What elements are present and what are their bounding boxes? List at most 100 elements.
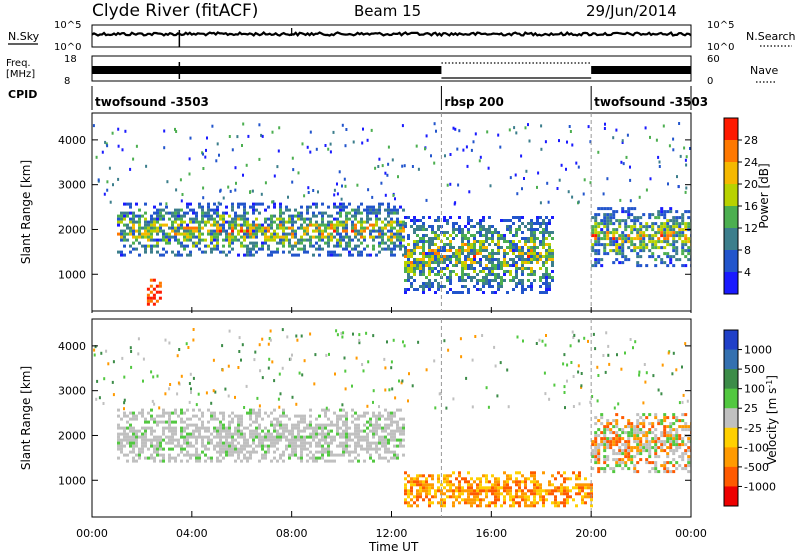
- heatmap-cell: [620, 160, 623, 164]
- heatmap-cell: [327, 253, 330, 257]
- heatmap-cell: [485, 504, 488, 508]
- heatmap-cell: [404, 492, 407, 496]
- heatmap-cell: [446, 489, 449, 493]
- heatmap-cell: [473, 234, 476, 237]
- heatmap-cell: [247, 134, 250, 138]
- heatmap-cell: [294, 253, 297, 257]
- heatmap-cell: [246, 226, 249, 230]
- heatmap-cell: [327, 232, 330, 236]
- heatmap-cell: [253, 358, 256, 362]
- heatmap-cell: [279, 426, 282, 430]
- heatmap-cell: [428, 492, 431, 496]
- heatmap-cell: [378, 447, 381, 451]
- heatmap-cell: [458, 258, 461, 261]
- heatmap-cell: [227, 394, 230, 398]
- heatmap-cell: [476, 282, 479, 285]
- heatmap-cell: [258, 202, 261, 206]
- heatmap-cell: [369, 205, 372, 209]
- heatmap-cell: [339, 253, 342, 257]
- heatmap-cell: [545, 489, 548, 493]
- heatmap-cell: [249, 429, 252, 433]
- heatmap-cell: [518, 480, 521, 484]
- heatmap-cell: [141, 432, 144, 436]
- heatmap-cell: [393, 244, 396, 248]
- heatmap-cell: [261, 241, 264, 245]
- heatmap-cell: [213, 232, 216, 236]
- heatmap-cell: [473, 240, 476, 243]
- heatmap-cell: [243, 435, 246, 439]
- heatmap-cell: [643, 363, 646, 366]
- heatmap-cell: [201, 423, 204, 427]
- colorbar-swatch: [724, 184, 738, 207]
- heatmap-cell: [138, 217, 141, 221]
- heatmap-cell: [437, 216, 440, 219]
- heatmap-cell: [548, 243, 551, 246]
- heatmap-cell: [396, 438, 399, 442]
- heatmap-cell: [165, 202, 168, 206]
- heatmap-cell: [503, 264, 506, 267]
- heatmap-cell: [651, 246, 655, 250]
- heatmap-cell: [648, 428, 652, 432]
- heatmap-cell: [618, 249, 622, 253]
- heatmap-cell: [279, 220, 282, 224]
- heatmap-cell: [554, 477, 557, 481]
- heatmap-cell: [186, 226, 189, 230]
- heatmap-cell: [428, 486, 431, 490]
- heatmap-cell: [363, 423, 366, 427]
- heatmap-cell: [615, 437, 619, 441]
- heatmap-cell: [171, 214, 174, 218]
- heatmap-cell: [171, 220, 174, 224]
- heatmap-cell: [533, 498, 536, 502]
- heatmap-cell: [438, 392, 441, 396]
- heatmap-cell: [527, 279, 530, 282]
- heatmap-cell: [627, 225, 631, 229]
- heatmap-cell: [282, 223, 285, 227]
- heatmap-cell: [497, 261, 500, 264]
- heatmap-cell: [658, 165, 661, 168]
- heatmap-cell: [123, 223, 126, 227]
- heatmap-cell: [144, 229, 147, 233]
- heatmap-cell: [261, 456, 264, 460]
- heatmap-cell: [491, 291, 494, 294]
- colorbar-swatch: [724, 388, 738, 409]
- heatmap-cell: [422, 264, 425, 267]
- heatmap-cell: [338, 170, 341, 174]
- heatmap-cell: [449, 483, 452, 487]
- heatmap-cell: [446, 264, 449, 267]
- heatmap-cell: [636, 261, 640, 265]
- heatmap-cell: [666, 461, 670, 465]
- heatmap-cell: [168, 241, 171, 245]
- heatmap-cell: [146, 293, 150, 297]
- heatmap-cell: [332, 130, 335, 134]
- heatmap-cell: [261, 247, 264, 251]
- heatmap-cell: [318, 229, 321, 233]
- heatmap-cell: [603, 243, 607, 247]
- heatmap-cell: [177, 250, 180, 254]
- heatmap-cell: [545, 252, 548, 255]
- heatmap-cell: [564, 406, 566, 410]
- heatmap-cell: [378, 241, 381, 245]
- heatmap-cell: [594, 347, 597, 351]
- heatmap-cell: [612, 452, 616, 456]
- heatmap-cell: [651, 225, 655, 229]
- heatmap-cell: [428, 282, 431, 285]
- heatmap-cell: [198, 459, 201, 463]
- heatmap-cell: [566, 379, 568, 383]
- heatmap-cell: [264, 226, 267, 230]
- heatmap-cell: [587, 492, 590, 496]
- heatmap-cell: [396, 211, 399, 215]
- heatmap-cell: [366, 444, 369, 448]
- heatmap-cell: [249, 226, 252, 230]
- heatmap-cell: [309, 220, 312, 224]
- heatmap-cell: [363, 447, 366, 451]
- colorbar-swatch: [724, 330, 738, 351]
- heatmap-cell: [117, 423, 120, 427]
- heatmap-cell: [402, 208, 405, 212]
- heatmap-cell: [560, 492, 563, 496]
- heatmap-cell: [587, 125, 590, 129]
- heatmap-cell: [612, 458, 616, 462]
- heatmap-cell: [237, 426, 240, 430]
- heatmap-cell: [437, 477, 440, 481]
- heatmap-cell: [654, 234, 658, 238]
- heatmap-cell: [264, 232, 267, 236]
